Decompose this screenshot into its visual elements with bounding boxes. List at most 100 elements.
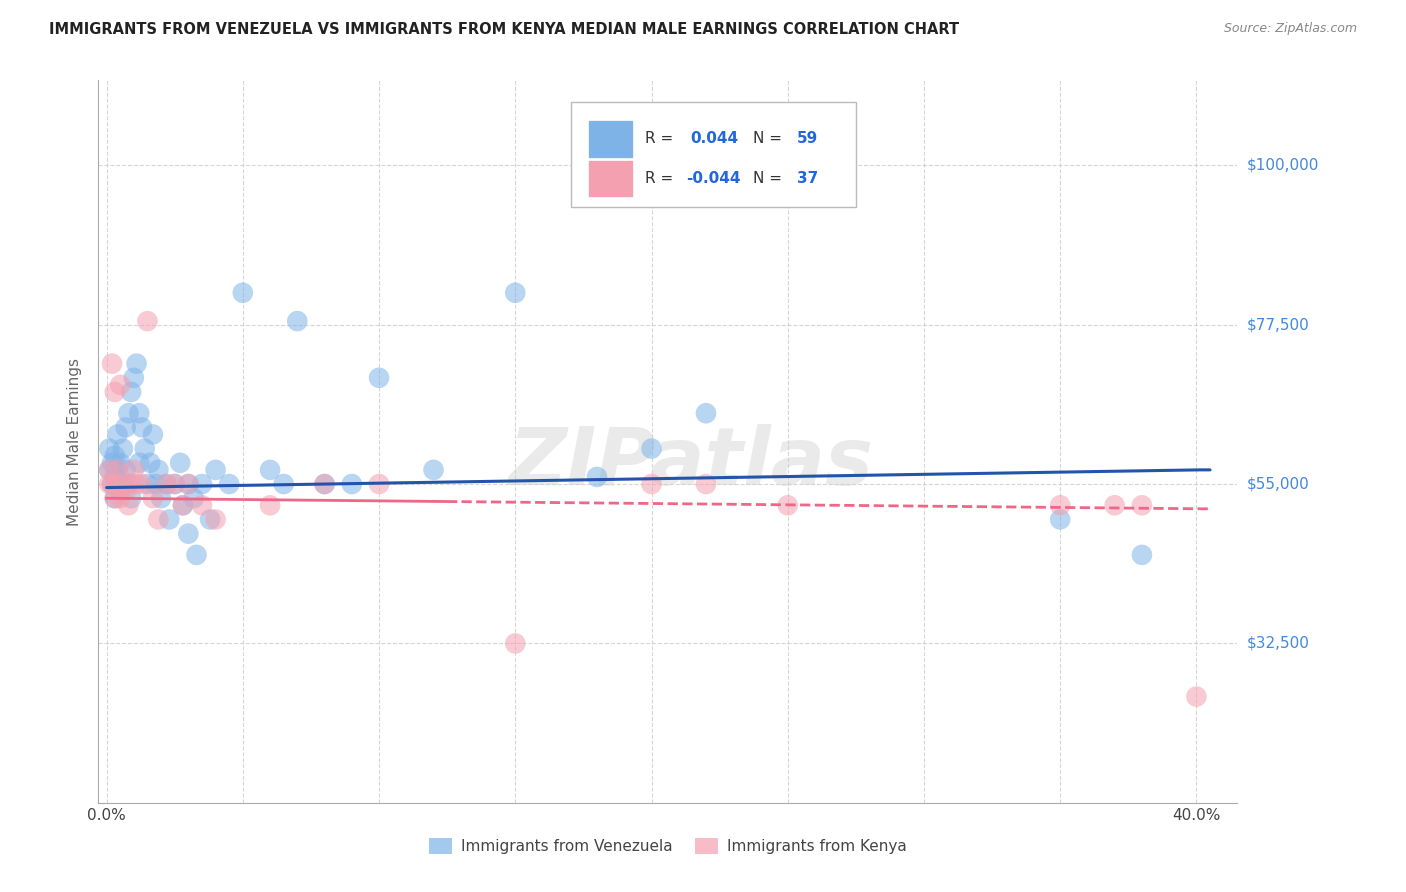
Point [111,442,134,456]
Point [1104,498,1126,512]
Text: $100,000: $100,000 [1247,158,1319,173]
Point [157,512,180,526]
Text: 59: 59 [797,131,818,146]
Point [131,477,153,491]
Point [111,477,134,491]
Text: N =: N = [754,171,782,186]
Point [776,498,799,512]
Point [1049,512,1071,526]
Point [314,477,336,491]
Point [163,477,186,491]
Text: $77,500: $77,500 [1247,318,1310,332]
Point [114,463,136,477]
Point [177,477,200,491]
Point [117,498,139,512]
Point [172,498,194,512]
Point [259,498,281,512]
FancyBboxPatch shape [571,102,856,207]
Point [640,442,662,456]
Point [198,512,221,526]
Point [150,491,173,506]
Point [640,477,662,491]
Point [177,526,200,541]
Point [110,456,132,470]
Point [128,456,150,470]
Point [101,477,124,491]
Point [101,456,124,470]
Point [1130,548,1153,562]
Point [142,427,165,442]
Point [128,406,150,420]
Point [120,491,142,506]
Point [695,406,717,420]
Point [98,442,121,456]
Point [139,456,162,470]
Point [104,384,127,399]
Point [117,406,139,420]
Point [586,470,609,484]
Point [503,285,526,300]
Point [120,384,142,399]
Point [183,491,205,506]
Point [136,477,159,491]
Point [285,314,308,328]
Point [101,477,124,491]
Text: Source: ZipAtlas.com: Source: ZipAtlas.com [1223,22,1357,36]
Point [114,484,136,499]
Text: ZIPatlas: ZIPatlas [508,425,873,502]
Point [259,463,281,477]
Point [125,477,148,491]
Point [107,463,129,477]
Point [368,477,391,491]
Text: N =: N = [754,131,782,146]
Point [122,371,145,385]
Point [136,314,159,328]
Point [273,477,295,491]
Text: R =: R = [645,131,673,146]
Point [186,548,208,562]
Point [107,463,129,477]
Point [142,491,165,506]
Y-axis label: Median Male Earnings: Median Male Earnings [67,358,83,525]
Point [191,498,214,512]
Text: -0.044: -0.044 [686,171,741,186]
Point [204,512,226,526]
Point [104,491,127,506]
Point [104,449,127,463]
Point [98,463,121,477]
Point [163,477,186,491]
Point [110,484,132,499]
Point [120,477,142,491]
Point [148,463,170,477]
Text: $32,500: $32,500 [1247,636,1310,651]
Point [1185,690,1208,704]
Point [368,371,391,385]
Point [148,512,170,526]
Point [155,477,177,491]
Point [218,477,240,491]
Point [114,420,136,434]
Point [122,463,145,477]
Point [340,477,363,491]
Point [107,427,129,442]
Point [98,463,121,477]
Point [131,420,153,434]
Point [172,498,194,512]
Point [695,477,717,491]
Point [145,477,167,491]
Point [503,636,526,650]
Text: $55,000: $55,000 [1247,476,1310,491]
FancyBboxPatch shape [588,120,633,158]
Point [232,285,254,300]
Point [125,357,148,371]
Point [204,463,226,477]
Point [107,477,129,491]
Point [110,377,132,392]
Point [101,357,124,371]
Point [110,491,132,506]
Point [155,477,177,491]
Point [134,442,156,456]
Text: 37: 37 [797,171,818,186]
Point [1130,498,1153,512]
Point [117,477,139,491]
